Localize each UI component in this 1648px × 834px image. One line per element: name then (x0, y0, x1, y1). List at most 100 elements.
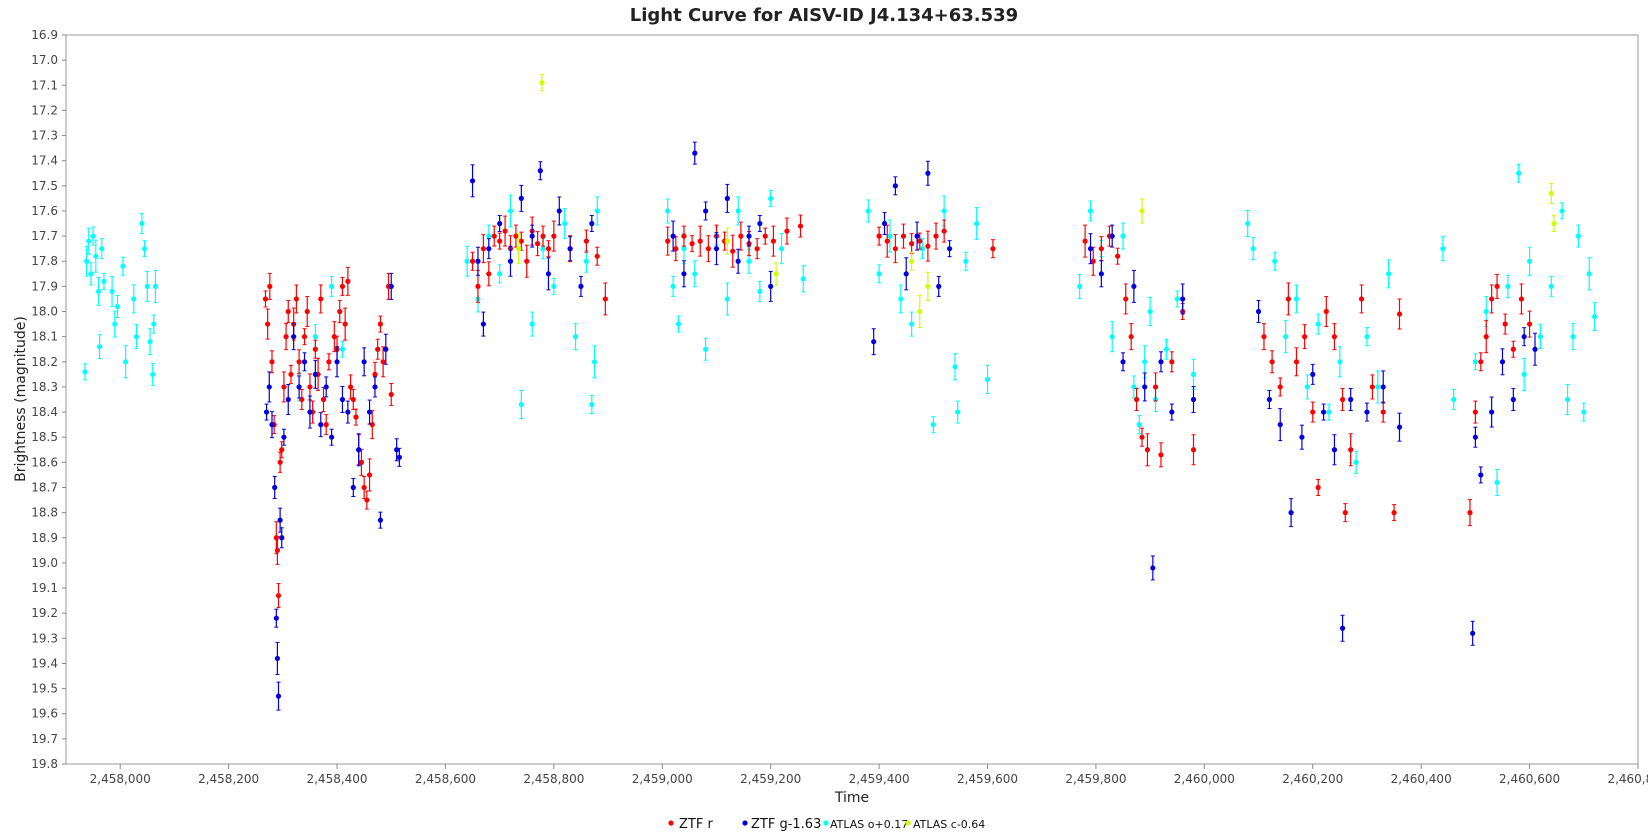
data-point (1190, 371, 1197, 377)
y-tick-label: 19.5 (31, 682, 58, 696)
data-point (475, 258, 481, 264)
x-tick-label: 2,458,200 (198, 772, 259, 786)
data-point (1115, 253, 1121, 259)
y-tick-label: 17.7 (31, 229, 58, 243)
data-point (1505, 283, 1511, 289)
data-point (1502, 321, 1508, 327)
data-point (681, 246, 687, 252)
data-point (1521, 371, 1527, 377)
data-point (1169, 359, 1175, 365)
data-point (876, 271, 882, 277)
data-point (502, 228, 508, 234)
data-point (768, 283, 774, 289)
data-point (291, 334, 297, 340)
data-point (892, 183, 898, 189)
data-point (377, 321, 383, 327)
data-point (1518, 296, 1525, 302)
data-point (99, 246, 105, 252)
data-point (1353, 459, 1359, 465)
data-point (917, 238, 923, 244)
data-point (930, 422, 936, 428)
data-point (1323, 308, 1329, 315)
y-axis: 16.9 17.0 17.1 17.2 17.3 17.4 17.5 17.6 17.7 17.8… (31, 28, 66, 771)
data-point (1478, 359, 1484, 365)
data-point (283, 334, 289, 340)
data-point (800, 276, 806, 282)
data-point (1592, 313, 1598, 320)
data-point (529, 321, 535, 327)
data-point (497, 271, 503, 277)
data-point (594, 253, 600, 259)
data-point (1261, 334, 1267, 340)
data-point (917, 308, 923, 315)
data-point (784, 228, 790, 234)
legend-marker (823, 820, 829, 826)
legend-label: ZTF r (679, 817, 713, 832)
data-point (1315, 321, 1321, 327)
y-tick-label: 19.8 (31, 757, 58, 771)
data-point (369, 422, 375, 428)
y-tick-label: 19.1 (31, 581, 58, 595)
data-point (320, 396, 327, 403)
data-point (1478, 472, 1484, 478)
data-point (537, 168, 543, 174)
data-point (150, 371, 156, 377)
data-point (735, 258, 741, 264)
data-point (1364, 409, 1370, 415)
data-point (1087, 246, 1094, 252)
data-point (1537, 334, 1544, 340)
data-point (1339, 625, 1346, 631)
data-point (946, 246, 953, 252)
data-point (670, 283, 676, 289)
data-point (1489, 296, 1495, 302)
data-point (1526, 258, 1533, 264)
data-point (277, 459, 283, 465)
data-point (1190, 447, 1197, 453)
data-point (925, 283, 931, 289)
y-tick-label: 18.0 (31, 305, 58, 319)
data-point (486, 246, 492, 252)
data-point (1304, 384, 1310, 390)
data-point (288, 371, 294, 377)
x-tick-label: 2,460,800 (1607, 772, 1648, 786)
x-tick-label: 2,458,800 (523, 772, 584, 786)
series-ztf-g-1-63 (263, 141, 1538, 711)
x-tick-label: 2,459,200 (740, 772, 801, 786)
data-point (746, 258, 752, 264)
data-point (1364, 334, 1370, 340)
data-point (1190, 396, 1197, 403)
x-tick-label: 2,460,200 (1282, 772, 1343, 786)
data-point (486, 271, 492, 277)
data-point (724, 195, 730, 201)
data-point (876, 233, 882, 239)
y-tick-label: 17.0 (31, 53, 58, 67)
data-point (941, 208, 947, 214)
data-point (551, 283, 557, 289)
data-point (353, 414, 359, 420)
data-point (1369, 384, 1375, 390)
data-point (469, 258, 476, 264)
data-point (909, 321, 915, 327)
data-point (594, 208, 600, 214)
data-point (277, 517, 283, 523)
data-point (323, 384, 329, 390)
data-point (345, 409, 351, 415)
data-point (350, 396, 356, 403)
data-point (377, 517, 383, 523)
data-point (1133, 396, 1140, 403)
data-point (545, 271, 552, 277)
data-point (909, 241, 915, 247)
data-point (692, 271, 698, 277)
data-point (304, 308, 310, 315)
data-point (909, 258, 915, 264)
data-point (925, 243, 931, 249)
data-point (513, 233, 519, 239)
data-point (778, 246, 785, 252)
legend: ZTF r ZTF g-1.63 ATLAS o+0.17 ATLAS c-0.64 (668, 817, 985, 832)
data-point (1245, 220, 1251, 227)
data-point (1380, 384, 1386, 390)
data-point (388, 283, 394, 289)
data-point (1255, 308, 1262, 315)
data-point (133, 334, 140, 340)
data-point (518, 195, 524, 201)
